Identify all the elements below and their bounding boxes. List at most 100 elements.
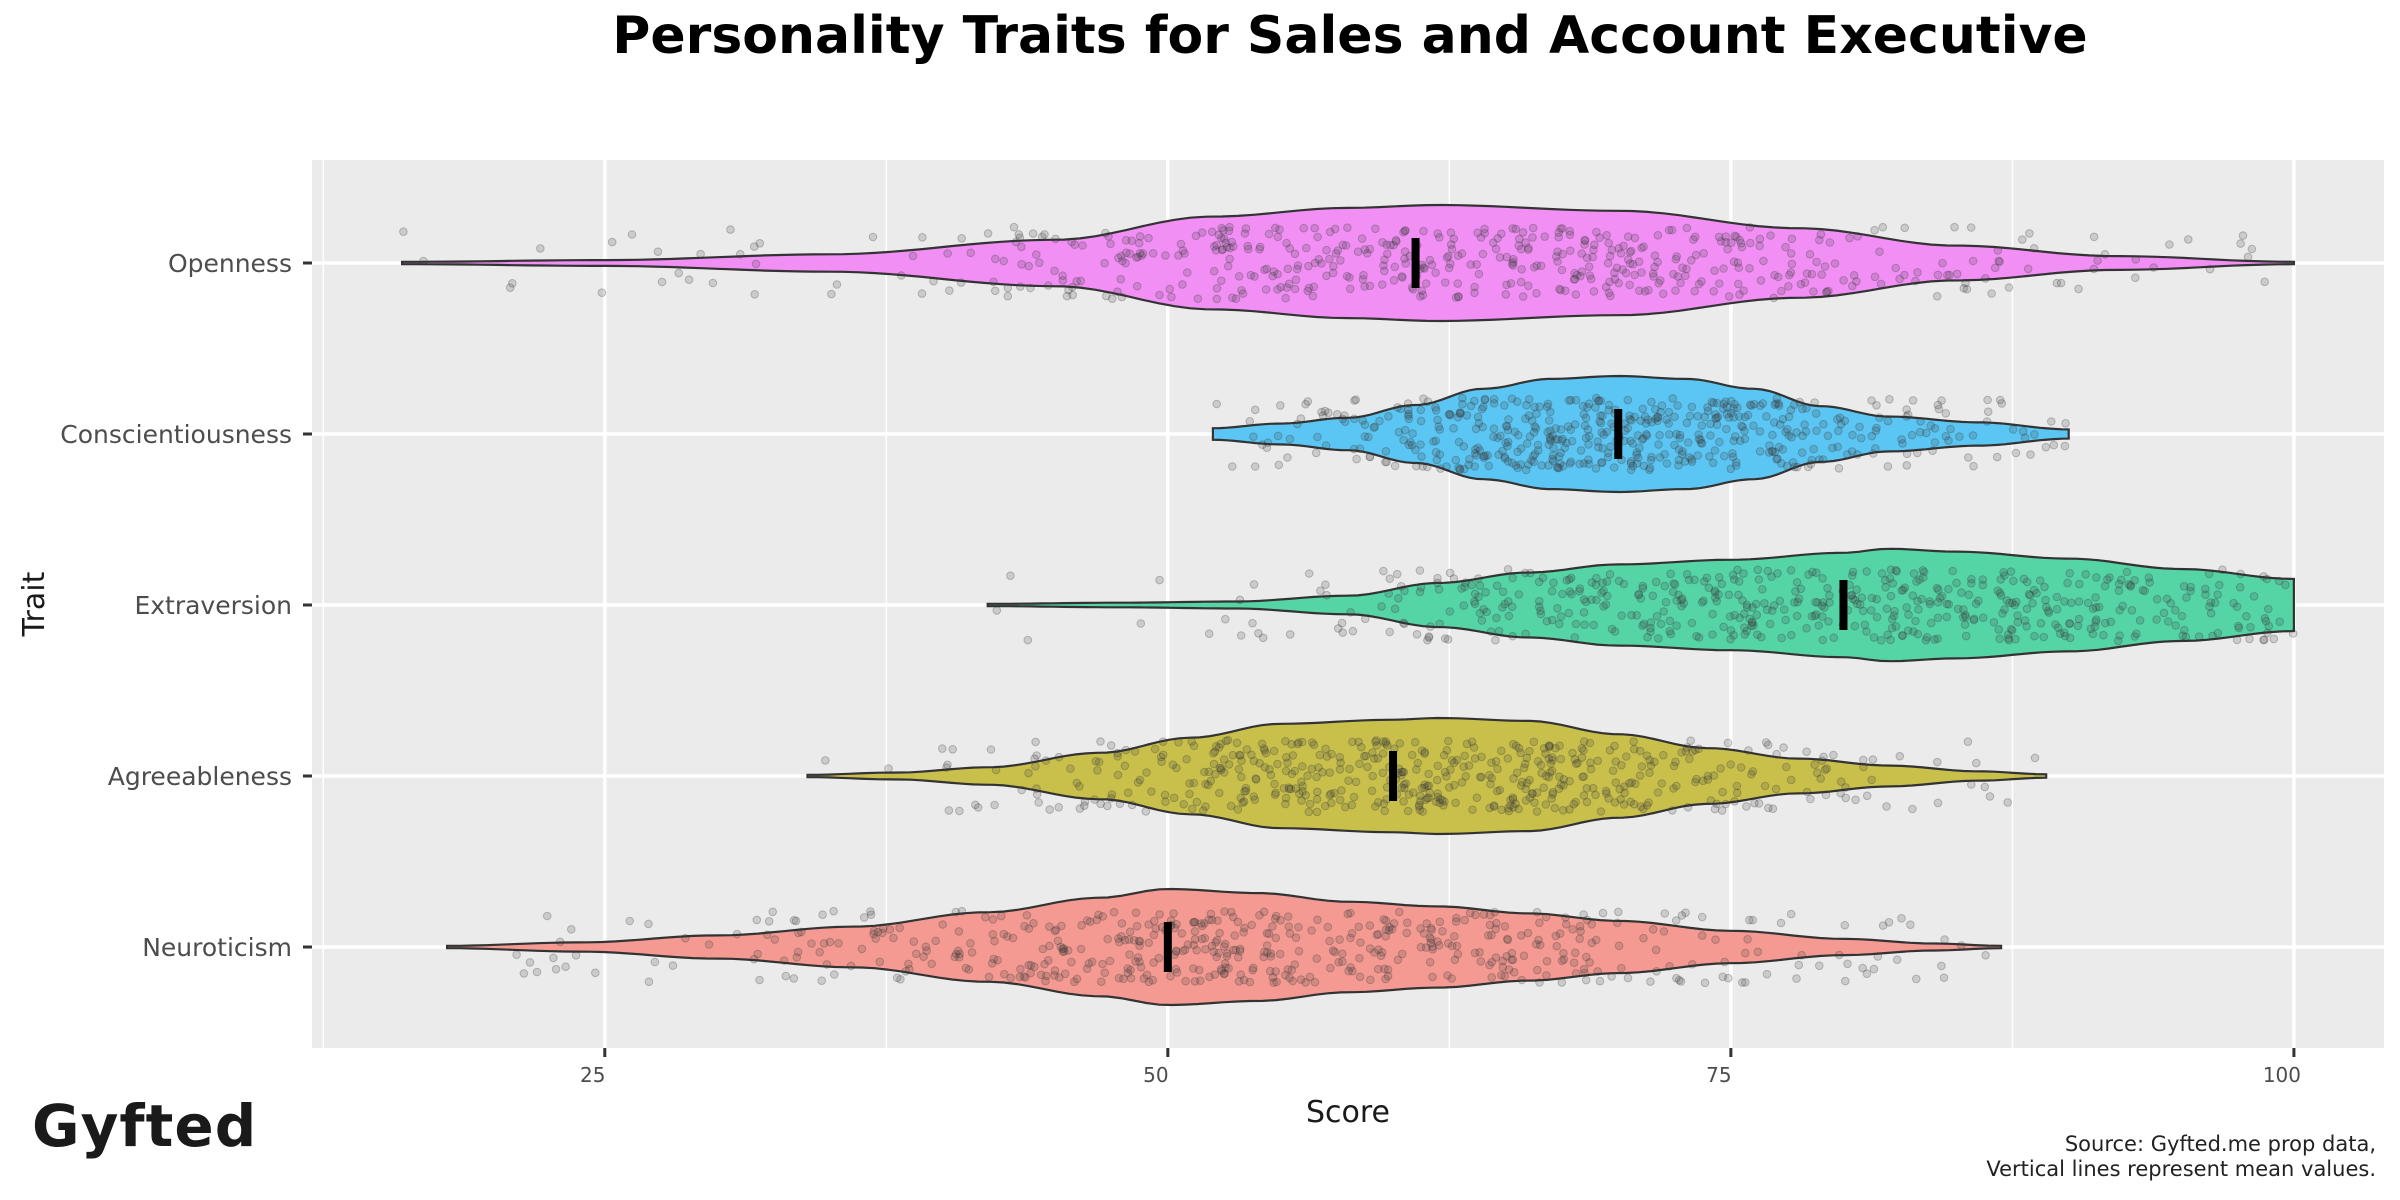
point-extraversion bbox=[2234, 621, 2243, 631]
point-conscientiousness bbox=[1853, 450, 1862, 459]
point-extraversion bbox=[1857, 593, 1867, 603]
point-openness bbox=[1317, 259, 1326, 268]
point-neuroticism bbox=[1940, 935, 1949, 944]
point-openness bbox=[1671, 286, 1680, 295]
point-conscientiousness bbox=[1875, 413, 1884, 422]
point-extraversion bbox=[2100, 618, 2110, 628]
point-extraversion bbox=[1852, 585, 1861, 595]
point-neuroticism bbox=[957, 906, 967, 916]
point-extraversion bbox=[1869, 633, 1879, 642]
point-extraversion bbox=[1897, 631, 1907, 640]
point-conscientiousness bbox=[1365, 452, 1375, 462]
point-extraversion bbox=[2025, 591, 2035, 600]
point-conscientiousness bbox=[1473, 443, 1483, 453]
point-extraversion bbox=[1598, 578, 1607, 588]
point-openness bbox=[1072, 277, 1081, 286]
point-extraversion bbox=[1566, 573, 1576, 583]
point-extraversion bbox=[1918, 566, 1928, 575]
point-agreeableness bbox=[1304, 807, 1314, 817]
point-openness bbox=[1623, 255, 1633, 264]
point-neuroticism bbox=[1745, 915, 1754, 925]
point-openness bbox=[1243, 241, 1252, 251]
point-conscientiousness bbox=[1687, 455, 1696, 464]
point-openness bbox=[1240, 229, 1250, 238]
point-neuroticism bbox=[1794, 960, 1804, 970]
point-openness bbox=[1125, 249, 1135, 258]
point-agreeableness bbox=[1305, 799, 1315, 809]
point-neuroticism bbox=[1753, 947, 1763, 957]
point-agreeableness bbox=[1363, 762, 1372, 772]
point-conscientiousness bbox=[1527, 416, 1537, 426]
point-neuroticism bbox=[1266, 952, 1276, 961]
point-extraversion bbox=[1565, 575, 1574, 584]
point-conscientiousness bbox=[1455, 408, 1465, 417]
point-extraversion bbox=[2130, 632, 2140, 641]
point-extraversion bbox=[1726, 634, 1735, 644]
point-conscientiousness bbox=[1416, 440, 1425, 449]
point-agreeableness bbox=[1508, 795, 1518, 804]
point-openness bbox=[1529, 263, 1539, 272]
point-extraversion bbox=[1858, 606, 1868, 616]
point-conscientiousness bbox=[1544, 461, 1553, 470]
point-conscientiousness bbox=[1548, 456, 1558, 466]
point-conscientiousness bbox=[1513, 463, 1523, 473]
point-extraversion bbox=[2028, 599, 2037, 608]
point-extraversion bbox=[2201, 584, 2210, 594]
point-conscientiousness bbox=[1903, 410, 1913, 420]
point-conscientiousness bbox=[2026, 450, 2035, 459]
y-tick-label-conscientiousness: Conscientiousness bbox=[60, 420, 292, 449]
point-openness bbox=[1273, 269, 1282, 279]
point-neuroticism bbox=[1485, 960, 1494, 970]
point-openness bbox=[1528, 233, 1537, 242]
point-neuroticism bbox=[1660, 909, 1670, 918]
point-conscientiousness bbox=[1548, 451, 1558, 460]
point-neuroticism bbox=[911, 949, 921, 959]
point-conscientiousness bbox=[1350, 396, 1359, 405]
point-agreeableness bbox=[1399, 780, 1409, 789]
point-extraversion bbox=[2000, 571, 2009, 580]
point-neuroticism bbox=[1559, 955, 1569, 964]
point-extraversion bbox=[1848, 567, 1858, 577]
point-extraversion bbox=[2275, 617, 2284, 627]
point-neuroticism bbox=[1334, 958, 1343, 967]
point-extraversion bbox=[2180, 625, 2189, 635]
point-neuroticism bbox=[1561, 920, 1571, 929]
point-agreeableness bbox=[1605, 746, 1615, 755]
point-openness bbox=[1133, 252, 1143, 262]
point-neuroticism bbox=[830, 970, 839, 979]
point-neuroticism bbox=[1268, 922, 1277, 931]
point-conscientiousness bbox=[1404, 409, 1413, 419]
point-openness bbox=[1577, 267, 1587, 276]
point-agreeableness bbox=[1224, 760, 1234, 769]
point-openness bbox=[1817, 270, 1826, 279]
point-neuroticism bbox=[1639, 933, 1648, 943]
point-neuroticism bbox=[1470, 948, 1480, 958]
point-extraversion bbox=[1850, 621, 1860, 631]
point-conscientiousness bbox=[1444, 410, 1454, 419]
point-openness bbox=[1427, 260, 1437, 270]
point-openness bbox=[1734, 263, 1744, 273]
point-openness bbox=[1017, 260, 1026, 269]
point-openness bbox=[1690, 286, 1699, 296]
point-extraversion bbox=[1322, 590, 1331, 600]
point-openness bbox=[1400, 247, 1410, 256]
point-openness bbox=[1303, 286, 1312, 296]
point-openness bbox=[2131, 255, 2141, 264]
point-neuroticism bbox=[704, 940, 714, 949]
point-agreeableness bbox=[1032, 784, 1041, 793]
point-openness bbox=[1502, 280, 1511, 290]
point-agreeableness bbox=[1582, 784, 1591, 793]
point-neuroticism bbox=[762, 930, 772, 940]
point-openness bbox=[1852, 277, 1861, 286]
point-extraversion bbox=[2036, 619, 2046, 628]
point-conscientiousness bbox=[1458, 399, 1467, 409]
point-openness bbox=[1945, 270, 1954, 280]
point-openness bbox=[1990, 263, 2000, 273]
point-neuroticism bbox=[1607, 972, 1616, 981]
point-openness bbox=[1634, 257, 1644, 267]
point-openness bbox=[2238, 231, 2248, 240]
source-caption: Source: Gyfted.me prop data, Vertical li… bbox=[1986, 1132, 2376, 1182]
point-openness bbox=[908, 251, 918, 261]
point-openness bbox=[1807, 269, 1817, 279]
point-agreeableness bbox=[1503, 754, 1513, 763]
